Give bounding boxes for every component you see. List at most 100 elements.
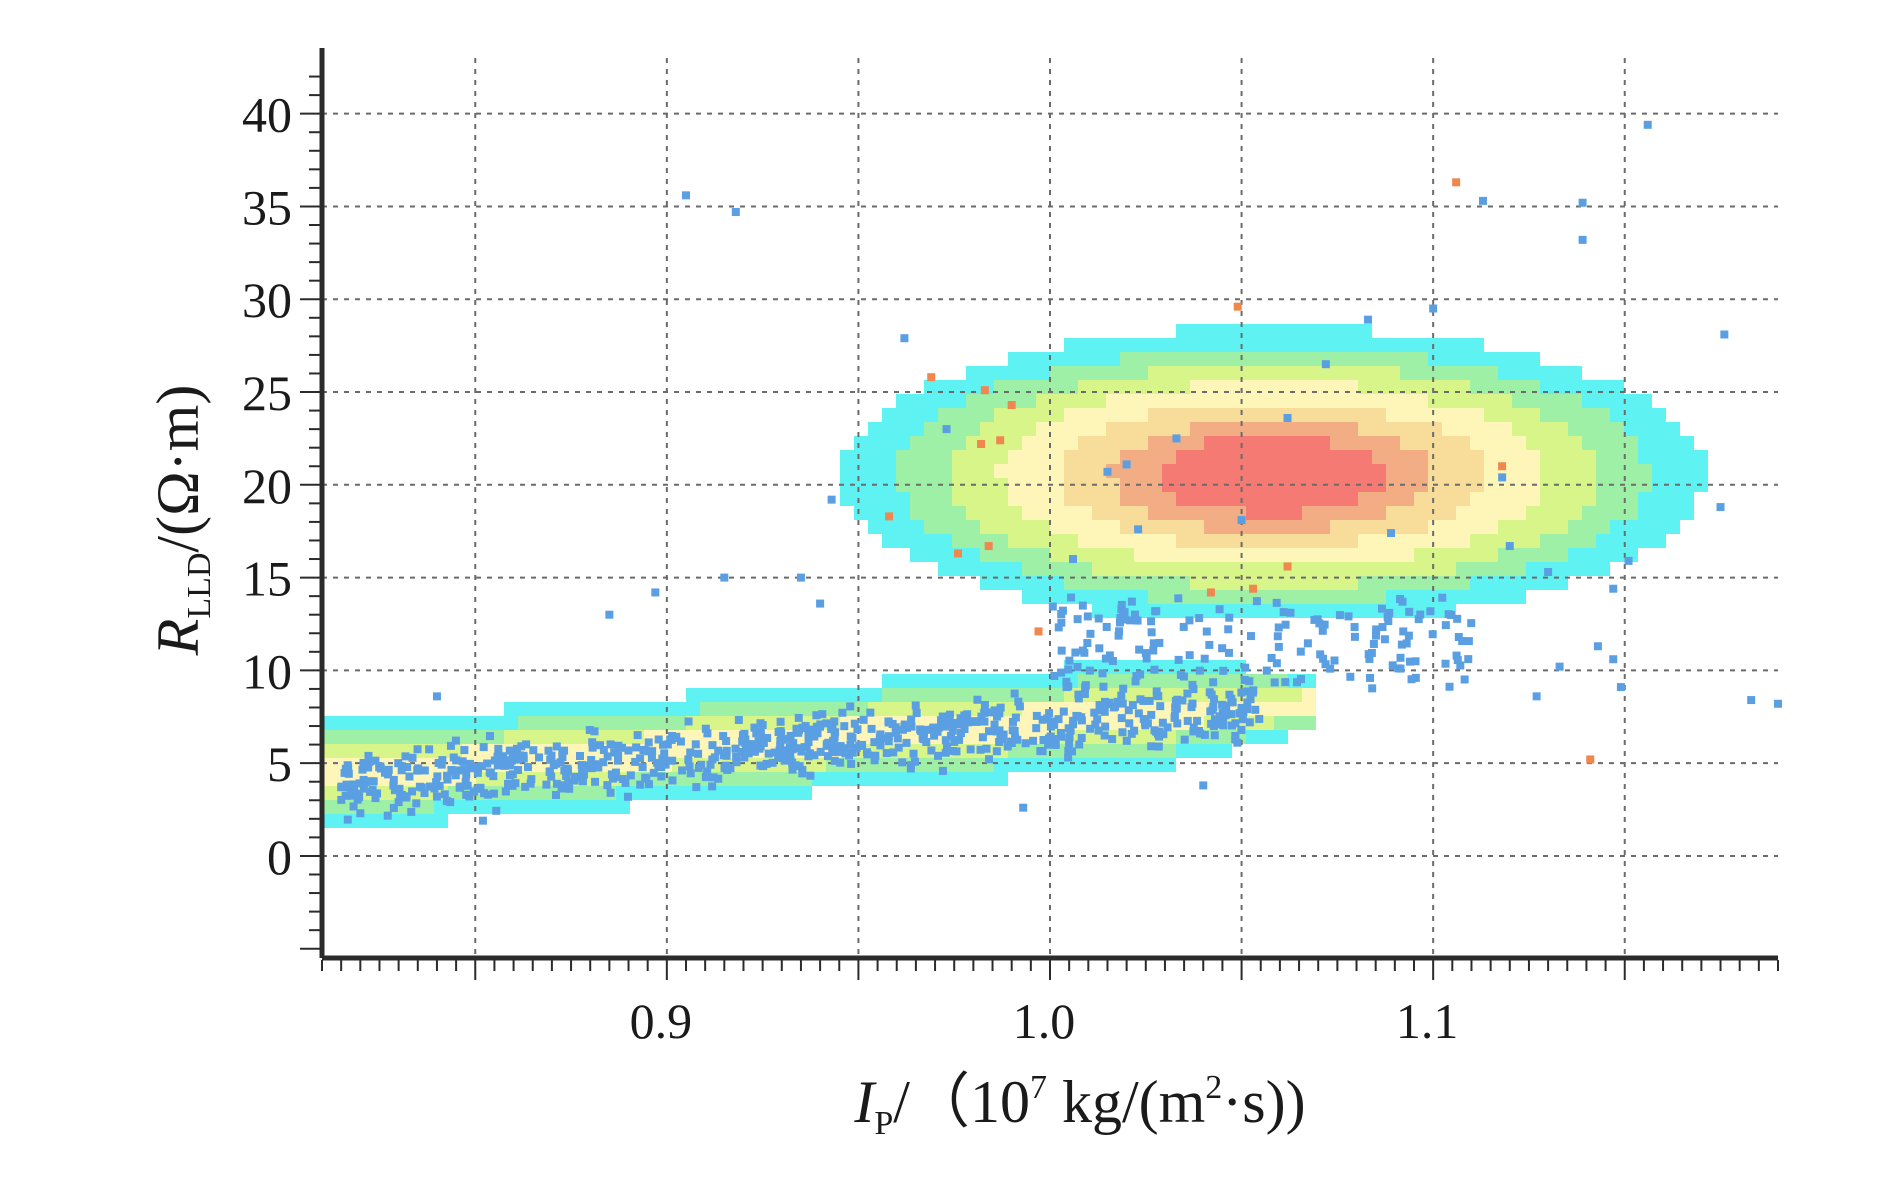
density-cell bbox=[1092, 464, 1106, 478]
scatter-point bbox=[977, 439, 986, 448]
density-cell bbox=[1232, 548, 1246, 562]
scatter-point bbox=[786, 755, 795, 764]
density-cell bbox=[1344, 394, 1358, 408]
scatter-point bbox=[744, 749, 753, 758]
scatter-point bbox=[776, 717, 785, 726]
density-cell bbox=[1302, 380, 1316, 394]
scatter-point bbox=[830, 742, 839, 751]
density-cell bbox=[1050, 450, 1064, 464]
scatter-point bbox=[1372, 625, 1381, 634]
density-cell bbox=[1022, 702, 1036, 716]
y-tick-label: 15 bbox=[242, 551, 292, 607]
density-cell bbox=[910, 436, 924, 450]
density-cell bbox=[966, 450, 980, 464]
density-cell bbox=[1652, 478, 1666, 492]
density-cell bbox=[1204, 520, 1218, 534]
density-cell bbox=[1428, 506, 1442, 520]
scatter-point bbox=[818, 710, 827, 719]
density-cell bbox=[1008, 674, 1022, 688]
density-cell bbox=[672, 716, 686, 730]
y-tick-label: 5 bbox=[267, 736, 292, 792]
scatter-point bbox=[906, 764, 915, 773]
density-cell bbox=[966, 464, 980, 478]
density-cell bbox=[1442, 394, 1456, 408]
density-cell bbox=[1498, 436, 1512, 450]
density-cell bbox=[1330, 492, 1344, 506]
density-cell bbox=[532, 800, 546, 814]
scatter-point bbox=[810, 751, 819, 760]
density-cell bbox=[1204, 506, 1218, 520]
density-cell bbox=[1022, 520, 1036, 534]
density-cell bbox=[854, 464, 868, 478]
scatter-point bbox=[337, 795, 346, 804]
density-cell bbox=[966, 520, 980, 534]
density-cell bbox=[952, 562, 966, 576]
density-cell bbox=[1148, 520, 1162, 534]
scatter-point bbox=[1252, 597, 1261, 606]
density-cell bbox=[1050, 464, 1064, 478]
density-cell bbox=[1218, 464, 1232, 478]
scatter-point bbox=[985, 755, 994, 764]
density-cell bbox=[1358, 520, 1372, 534]
scatter-point bbox=[1326, 664, 1335, 673]
density-cell bbox=[1288, 492, 1302, 506]
scatter-point bbox=[1318, 626, 1327, 635]
density-cell bbox=[658, 786, 672, 800]
scatter-point bbox=[1117, 600, 1126, 609]
density-cell bbox=[1120, 436, 1134, 450]
scatter-point bbox=[1195, 614, 1204, 623]
scatter-point bbox=[1383, 612, 1392, 621]
density-cell bbox=[1610, 506, 1624, 520]
scatter-point bbox=[1218, 700, 1227, 709]
scatter-point bbox=[990, 706, 999, 715]
scatter-point bbox=[964, 718, 973, 727]
density-cell bbox=[1526, 492, 1540, 506]
scatter-point bbox=[349, 802, 358, 811]
density-cell bbox=[938, 548, 952, 562]
density-cell bbox=[1442, 548, 1456, 562]
density-cell bbox=[924, 548, 938, 562]
density-cell bbox=[1120, 520, 1134, 534]
scatter-point bbox=[948, 746, 957, 755]
density-cell bbox=[994, 464, 1008, 478]
density-cell bbox=[1232, 352, 1246, 366]
density-cell bbox=[1302, 590, 1316, 604]
scatter-point bbox=[596, 741, 605, 750]
density-cell bbox=[1442, 492, 1456, 506]
density-cell bbox=[1540, 436, 1554, 450]
density-cell bbox=[1106, 366, 1120, 380]
density-cell bbox=[1442, 576, 1456, 590]
density-cell bbox=[924, 534, 938, 548]
density-cell bbox=[1260, 366, 1274, 380]
density-cell bbox=[1526, 450, 1540, 464]
density-cell bbox=[1442, 352, 1456, 366]
density-cell bbox=[1274, 394, 1288, 408]
scatter-point bbox=[1396, 594, 1405, 603]
scatter-point bbox=[1218, 708, 1227, 717]
density-cell bbox=[1176, 324, 1190, 338]
density-cell bbox=[1442, 380, 1456, 394]
scatter-point bbox=[907, 715, 916, 724]
density-cell bbox=[896, 772, 910, 786]
scatter-point bbox=[759, 738, 768, 747]
density-cell bbox=[1470, 534, 1484, 548]
density-cell bbox=[1260, 380, 1274, 394]
density-cell bbox=[1022, 352, 1036, 366]
density-cell bbox=[1470, 450, 1484, 464]
density-cell bbox=[1386, 576, 1400, 590]
scatter-point bbox=[517, 742, 526, 751]
density-cell bbox=[1652, 450, 1666, 464]
density-cell bbox=[1204, 548, 1218, 562]
density-cell bbox=[896, 534, 910, 548]
density-cell bbox=[1414, 548, 1428, 562]
scatter-point bbox=[1720, 330, 1729, 339]
density-cell bbox=[1288, 716, 1302, 730]
scatter-point bbox=[599, 746, 608, 755]
density-cell bbox=[1344, 338, 1358, 352]
scatter-point bbox=[1384, 617, 1393, 626]
scatter-point bbox=[774, 753, 783, 762]
density-cell bbox=[1484, 520, 1498, 534]
density-cell bbox=[924, 506, 938, 520]
scatter-point bbox=[1064, 682, 1073, 691]
density-cell bbox=[1442, 422, 1456, 436]
